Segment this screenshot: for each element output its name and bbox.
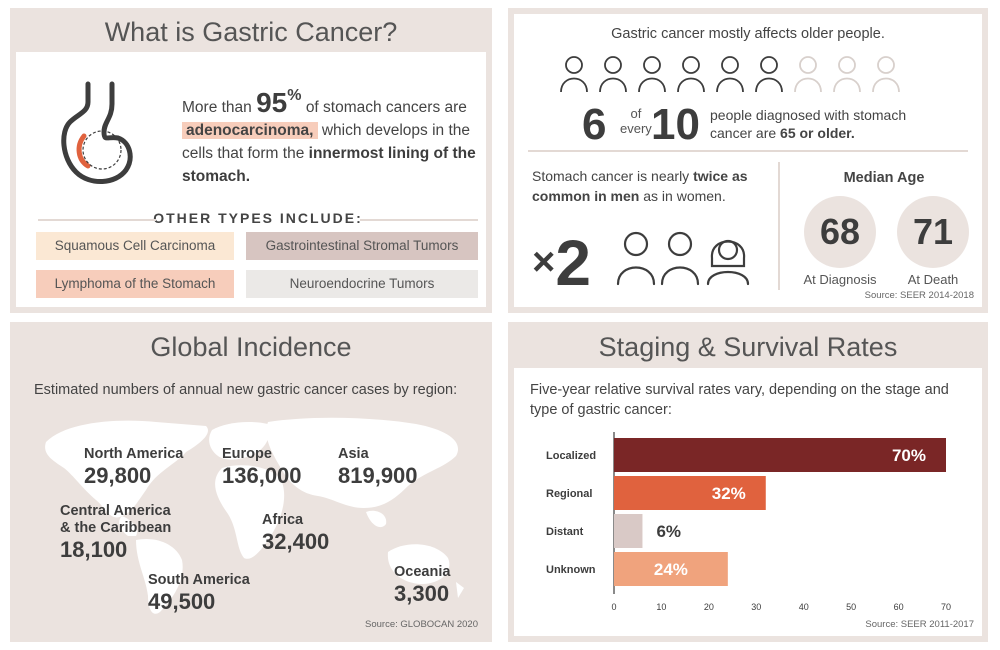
age-panel: Gastric cancer mostly affects older peop…	[508, 8, 988, 313]
category-label: Distant	[546, 526, 584, 538]
region-africa: Africa 32,400	[262, 512, 330, 554]
source-text: Source: SEER 2011-2017	[865, 619, 974, 630]
person-icon	[833, 56, 861, 93]
median-age-title: Median Age	[843, 170, 925, 186]
region-europe: Europe 136,000	[222, 446, 302, 488]
person-icon-highlighted	[638, 56, 666, 93]
x-tick-label: 30	[751, 602, 761, 612]
region-north-america: North America 29,800	[84, 446, 184, 488]
region-central-america: Central America & the Caribbean 18,100	[60, 503, 172, 562]
times-two: ×2	[532, 227, 591, 299]
x-tick-label: 40	[799, 602, 809, 612]
x-tick-label: 0	[611, 602, 616, 612]
type-neuroendocrine: Neuroendocrine Tumors	[246, 270, 478, 298]
stomach-icon	[61, 81, 133, 184]
woman-icon	[706, 239, 750, 286]
man-icon	[660, 231, 700, 286]
person-icon	[872, 56, 900, 93]
bar-localized	[614, 438, 946, 472]
person-icon-highlighted	[755, 56, 783, 93]
survival-bar-chart: Localized 70% Regional 32% Distant 6% Unknown 2…	[546, 432, 951, 612]
older-people-text: Gastric cancer mostly affects older peop…	[611, 26, 885, 42]
diagnosis-age-circle: 68	[804, 196, 876, 268]
region-south-america: South America 49,500	[148, 572, 250, 614]
data-label: 6%	[656, 522, 681, 541]
divider	[528, 150, 968, 152]
data-label: 24%	[654, 560, 688, 579]
category-label: Regional	[546, 488, 592, 500]
highlight-adenocarcinoma: adenocarcinoma,	[182, 122, 318, 139]
x-tick-label: 10	[656, 602, 666, 612]
category-label: Localized	[546, 450, 596, 462]
stat-ten: 10	[651, 100, 700, 149]
data-label: 32%	[712, 484, 746, 503]
person-icon-highlighted	[677, 56, 705, 93]
death-age-circle: 71	[897, 196, 969, 268]
person-icon-highlighted	[716, 56, 744, 93]
type-lymphoma: Lymphoma of the Stomach	[36, 270, 234, 298]
source-text: Source: SEER 2014-2018	[864, 290, 974, 301]
gastric-cancer-panel: What is Gastric Cancer? More than 95% of…	[10, 8, 492, 313]
person-icon	[794, 56, 822, 93]
region-oceania: Oceania 3,300	[394, 564, 451, 606]
global-incidence-panel: Global Incidence Estimated numbers of an…	[10, 322, 492, 642]
man-icon	[616, 231, 656, 286]
diagnosis-age-label: At Diagnosis	[803, 272, 877, 287]
bar-regional	[614, 476, 766, 510]
twice-common-text: Stomach cancer is nearly twice as common…	[532, 168, 748, 204]
world-map	[45, 417, 464, 614]
source-text: Source: GLOBOCAN 2020	[365, 619, 478, 630]
person-icon-highlighted	[560, 56, 588, 93]
bar-distant	[614, 514, 643, 548]
death-age-label: At Death	[907, 272, 959, 287]
panel-title: What is Gastric Cancer?	[16, 14, 486, 52]
type-gist: Gastrointestinal Stromal Tumors	[246, 232, 478, 260]
x-tick-label: 50	[846, 602, 856, 612]
panel-title: Global Incidence	[16, 328, 486, 368]
category-label: Unknown	[546, 564, 596, 576]
divider	[778, 162, 780, 290]
x-tick-label: 60	[894, 602, 904, 612]
region-asia: Asia 819,900	[338, 446, 418, 488]
people-icons-row	[560, 56, 900, 93]
of-every-text: of every	[620, 106, 652, 136]
incidence-subtitle: Estimated numbers of annual new gastric …	[34, 382, 458, 398]
type-squamous: Squamous Cell Carcinoma	[36, 232, 234, 260]
survival-panel: Staging & Survival Rates Five-year relat…	[508, 322, 988, 642]
x-tick-label: 20	[704, 602, 714, 612]
data-label: 70%	[892, 446, 926, 465]
adenocarcinoma-text: More than 95% of stomach cancers are ade…	[182, 87, 476, 185]
survival-subtitle: Five-year relative survival rates vary, …	[530, 382, 949, 418]
person-icon-highlighted	[599, 56, 627, 93]
age-65-text: people diagnosed with stomach cancer are…	[710, 107, 907, 141]
gender-icons	[616, 231, 750, 286]
stat-six: 6	[582, 100, 607, 149]
panel-title: Staging & Survival Rates	[514, 328, 982, 368]
x-tick-label: 70	[941, 602, 951, 612]
bar-unknown	[614, 552, 728, 586]
other-types-title: OTHER TYPES INCLUDE:	[38, 210, 478, 226]
